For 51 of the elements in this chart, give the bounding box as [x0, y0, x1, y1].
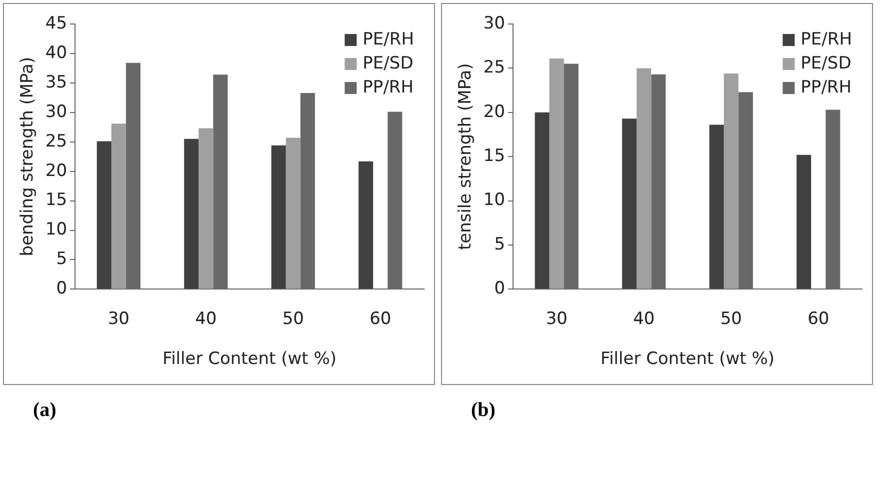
y-tick-label: 10	[483, 190, 506, 210]
x-tick-label: 40	[195, 308, 217, 329]
y-tick-label: 30	[483, 13, 506, 34]
y-tick-label: 0	[56, 278, 68, 299]
bar	[286, 138, 300, 289]
x-tick-label: 30	[546, 308, 568, 329]
x-tick-label: 40	[633, 308, 655, 329]
text: (b)	[471, 399, 496, 422]
bar	[709, 124, 724, 289]
bar	[724, 74, 738, 289]
bar	[636, 68, 652, 289]
text: (a)	[33, 399, 58, 422]
bar	[534, 112, 550, 289]
x-tick-label: 60	[808, 308, 830, 329]
y-tick-label: 20	[483, 102, 506, 122]
x-tick-label: 60	[370, 308, 392, 329]
y-tick-label: 10	[45, 220, 68, 240]
bar	[198, 128, 214, 289]
x-axis-title: Filler Content (wt %)	[162, 349, 336, 370]
y-tick-label: 30	[45, 102, 68, 122]
y-tick-label: 45	[45, 13, 68, 34]
y-axis-title: bending strength (MPa)	[18, 56, 38, 256]
x-tick-label: 30	[108, 308, 130, 329]
bar	[184, 138, 199, 289]
bar	[111, 124, 126, 289]
legend-label: PP/RH	[800, 77, 852, 98]
legend-label: PE/RH	[362, 29, 414, 50]
bar	[271, 145, 286, 289]
x-axis-title: Filler Content (wt %)	[600, 349, 774, 370]
y-tick-label: 15	[45, 190, 68, 210]
y-tick-label: 0	[494, 278, 506, 299]
y-tick-label: 25	[45, 131, 68, 152]
x-tick-label: 50	[282, 308, 304, 329]
legend-label: PE/SD	[362, 53, 414, 74]
y-axis-title: tensile strength (MPa)	[456, 63, 476, 250]
bar	[796, 154, 812, 289]
bar	[549, 58, 564, 289]
y-tick-label: 5	[494, 234, 506, 254]
bar	[622, 118, 637, 289]
bar	[358, 161, 374, 289]
y-tick-label: 15	[483, 146, 506, 166]
legend-label: PE/RH	[800, 29, 852, 50]
legend-label: PE/SD	[800, 53, 852, 74]
y-tick-label: 40	[45, 42, 68, 63]
bar	[96, 141, 112, 289]
y-tick-label: 20	[45, 160, 68, 181]
y-tick-label: 35	[45, 72, 68, 92]
x-tick-label: 50	[720, 308, 742, 329]
legend-label: PP/RH	[362, 77, 414, 98]
y-tick-label: 25	[483, 58, 506, 78]
y-tick-label: 5	[56, 249, 68, 270]
